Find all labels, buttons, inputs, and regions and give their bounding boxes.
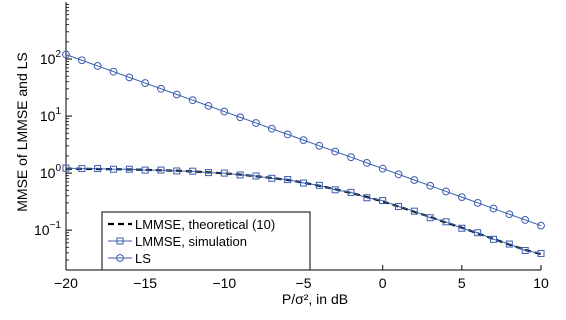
circle-marker [204, 101, 213, 110]
x-tick-label: −15 [133, 275, 157, 291]
circle-marker [347, 153, 355, 162]
square-marker [347, 188, 355, 196]
circle-marker [505, 210, 514, 219]
circle-marker [315, 141, 324, 150]
circle-marker [267, 124, 276, 133]
legend-entry-label: LS [135, 251, 151, 266]
square-marker [268, 174, 276, 182]
circle-marker [362, 158, 371, 167]
y-tick-label: 100 [40, 163, 62, 181]
circle-marker [457, 193, 466, 202]
circle-marker [93, 62, 102, 70]
circle-marker [252, 119, 260, 127]
square-marker [78, 165, 86, 173]
legend: LMMSE, theoretical (10) LMMSE, simulation… [101, 211, 311, 271]
y-tick-label: 10−1 [34, 220, 61, 238]
square-marker [315, 181, 323, 189]
y-tick-label: 102 [40, 49, 62, 67]
circle-marker [283, 130, 292, 139]
axes: −20 −15 −10 −5 0 5 10 10−1 100 101 102 [34, 2, 549, 291]
circle-marker [62, 50, 70, 59]
square-marker [521, 246, 529, 254]
square-marker [236, 171, 244, 179]
square-marker [490, 235, 497, 243]
circle-marker [172, 90, 181, 99]
legend-entry-label: LMMSE, simulation [135, 234, 247, 249]
square-marker [331, 186, 339, 194]
square-marker [442, 218, 450, 226]
x-tick-label: 0 [379, 275, 387, 291]
circle-marker [410, 176, 419, 184]
y-axis-label: MMSE of LMMSE and LS [14, 52, 30, 212]
circle-marker [394, 170, 403, 179]
legend-square-marker [116, 237, 124, 245]
legend-circle-marker [116, 254, 124, 262]
circle-marker [521, 216, 530, 224]
square-marker [300, 179, 307, 187]
circle-marker [331, 147, 340, 156]
square-marker [94, 165, 102, 173]
square-marker [125, 165, 133, 173]
circle-marker [157, 84, 165, 93]
x-tick-label: 5 [458, 275, 466, 291]
square-marker [458, 224, 466, 232]
square-marker [157, 166, 165, 174]
circle-marker [378, 164, 387, 173]
circle-marker [141, 79, 150, 87]
square-marker [537, 249, 545, 257]
square-marker [173, 167, 181, 175]
x-tick-label: −20 [54, 275, 78, 291]
circle-marker [188, 96, 197, 105]
circle-marker [77, 56, 86, 65]
circle-marker [220, 107, 229, 116]
square-marker [426, 214, 434, 222]
circle-marker [537, 221, 545, 230]
square-marker [284, 176, 292, 184]
series-layer [62, 50, 545, 257]
series-3 [62, 50, 545, 230]
x-tick-label: 10 [533, 275, 549, 291]
square-marker [189, 167, 197, 175]
square-marker [395, 202, 402, 210]
square-marker [410, 207, 418, 215]
square-marker [220, 169, 228, 177]
legend-box [101, 211, 311, 271]
square-marker [205, 169, 212, 177]
square-marker [110, 165, 117, 173]
square-marker [379, 197, 387, 205]
square-marker [141, 166, 149, 174]
x-tick-label: −10 [212, 275, 236, 291]
circle-marker [236, 113, 245, 122]
series-2 [62, 164, 545, 257]
series-line [65, 167, 542, 254]
circle-marker [299, 136, 308, 144]
circle-marker [426, 181, 435, 190]
square-marker [62, 164, 70, 172]
circle-marker [473, 198, 482, 207]
legend-entry-label: LMMSE, theoretical (10) [135, 217, 275, 232]
circle-marker [442, 187, 450, 196]
square-marker [252, 172, 260, 180]
y-tick-label: 101 [40, 106, 62, 124]
circle-marker [489, 204, 498, 213]
square-marker [363, 194, 371, 202]
square-marker [474, 229, 482, 237]
square-marker [505, 240, 513, 248]
circle-marker [125, 73, 134, 82]
x-axis-label: P/σ², in dB [282, 291, 348, 307]
series-line [65, 54, 542, 227]
circle-marker [109, 67, 118, 76]
x-tick-label: −5 [296, 275, 312, 291]
